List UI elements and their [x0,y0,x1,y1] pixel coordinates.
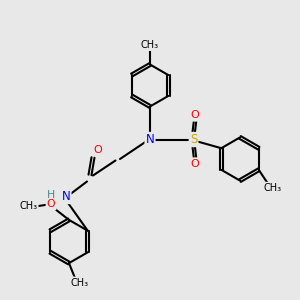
Text: N: N [61,190,70,203]
Text: H: H [47,190,55,200]
Text: O: O [47,199,55,209]
Text: O: O [190,110,200,121]
Text: N: N [146,133,154,146]
Text: CH₃: CH₃ [70,278,88,288]
Text: CH₃: CH₃ [20,201,38,212]
Text: CH₃: CH₃ [141,40,159,50]
Text: S: S [190,133,197,146]
Text: O: O [93,145,102,155]
Text: CH₃: CH₃ [263,183,281,193]
Text: O: O [190,158,200,169]
